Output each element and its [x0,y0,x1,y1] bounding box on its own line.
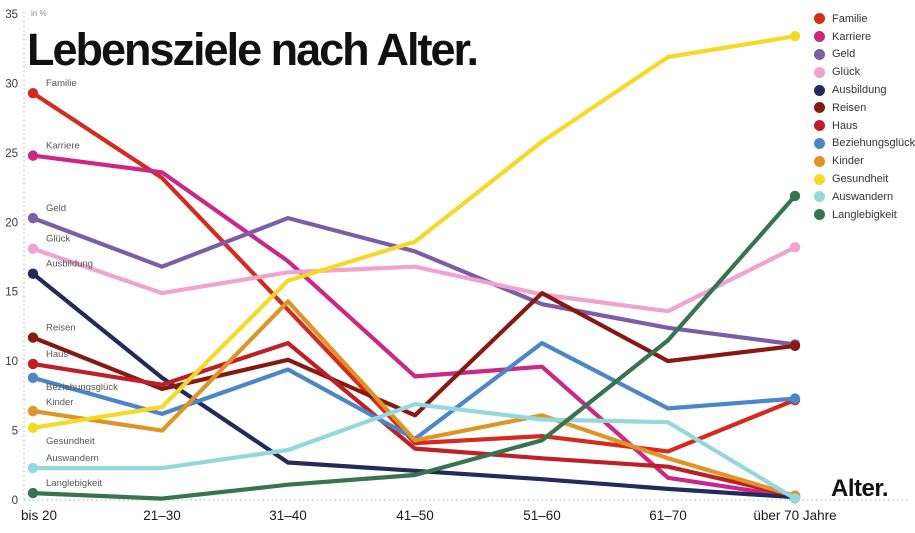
legend-swatch-icon [814,209,825,221]
series-start-dot [27,87,39,99]
series-line-Gesundheit [30,34,798,430]
y-tick-label: 0 [12,495,18,507]
series-line-Geld [30,216,798,347]
series-label: Haus [46,349,68,360]
series-line-Langlebigkeit [30,193,798,501]
legend-item: Haus [814,117,915,135]
page-title: Lebensziele nach Alter. [27,24,479,75]
legend-item: Karriere [814,28,915,46]
series-end-dot [789,190,801,202]
legend-item: Reisen [814,99,915,117]
series-label: Langlebigkeit [46,478,102,489]
series-line-Auswandern [30,402,798,501]
series-start-dot [27,462,39,474]
legend-item: Glück [814,63,915,81]
legend-swatch-icon [814,102,825,114]
series-label: Glück [46,234,71,245]
series-line-Haus [30,341,798,498]
legend-swatch-icon [814,13,825,25]
series-line-Familie [30,90,798,454]
legend-swatch-icon [814,120,825,132]
series-end-dot [789,242,801,253]
series-label: Kinder [46,397,73,408]
legend-label: Glück [832,66,861,79]
legend-swatch-icon [814,155,825,167]
series-end-dot [789,393,801,404]
legend-item: Gesundheit [814,170,915,188]
y-tick-label: 5 [12,426,18,438]
legend-label: Geld [832,48,856,61]
y-tick-label: 30 [5,78,18,90]
series-label: Familie [46,78,77,89]
series-start-dot [27,243,39,254]
series-start-dot [27,372,39,384]
legend-label: Auswandern [832,190,894,203]
series-start-dot [27,150,39,161]
x-tick-label: 41–50 [396,508,434,523]
series-label: Ausbildung [46,259,93,270]
y-tick-label: 35 [5,9,18,21]
legend-item: Ausbildung [814,81,915,99]
legend-label: Langlebigkeit [832,208,897,221]
legend-swatch-icon [814,66,825,78]
unit-label: in % [31,9,47,18]
legend: Familie Karriere Geld Glück Ausbildung Reisen… [814,10,915,224]
series-start-dot [27,358,39,370]
x-tick-label: über 70 Jahre [753,508,836,523]
y-tick-label: 15 [5,287,18,299]
legend-label: Ausbildung [832,84,887,97]
series-start-dot [27,212,39,224]
series-start-dot [27,422,39,433]
legend-label: Kinder [832,155,864,168]
legend-item: Familie [814,10,915,28]
y-tick-label: 10 [5,356,18,368]
series-line-Kinder [30,299,798,498]
legend-swatch-icon [814,84,825,96]
legend-item: Auswandern [814,188,915,206]
series-end-dot [789,493,801,504]
legend-item: Langlebigkeit [814,206,915,224]
series-label: Reisen [46,323,76,334]
series-start-dot [27,332,39,343]
series-start-dot [27,487,39,499]
legend-label: Beziehungsglück [832,137,915,150]
series-label: Geld [46,203,66,214]
x-tick-label: 51–60 [523,508,561,523]
series-label: Beziehungsglück [46,382,118,393]
legend-label: Familie [832,12,868,25]
legend-swatch-icon [814,31,825,43]
series-label: Auswandern [46,453,99,464]
series-end-dot [789,340,801,352]
x-tick-label: 31–40 [269,508,307,523]
series-start-dot [27,268,39,279]
series-line-Karriere [30,153,798,500]
legend-swatch-icon [814,173,825,185]
series-label: Karriere [46,141,80,152]
series-end-dot [789,31,801,42]
legend-item: Geld [814,46,915,64]
series-line-Reisen [30,291,798,418]
legend-label: Reisen [832,101,867,114]
series-line-Ausbildung [30,271,798,500]
y-tick-label: 25 [5,148,18,160]
y-tick-label: 20 [5,217,18,229]
legend-swatch-icon [814,191,825,203]
legend-swatch-icon [814,137,825,149]
x-tick-label: 61–70 [649,508,687,523]
legend-label: Gesundheit [832,173,889,186]
legend-item: Kinder [814,152,915,170]
legend-label: Karriere [832,30,872,43]
series-line-Glück [30,245,798,314]
x-tick-label: bis 20 [21,508,57,523]
x-axis-title: Alter. [831,475,889,502]
legend-label: Haus [832,119,858,132]
series-label: Gesundheit [46,436,95,447]
series-start-dot [27,405,39,417]
legend-item: Beziehungsglück [814,135,915,153]
legend-swatch-icon [814,48,825,60]
x-tick-label: 21–30 [143,508,181,523]
